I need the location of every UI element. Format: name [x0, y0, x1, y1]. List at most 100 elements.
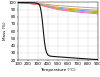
MI-1.0PUR75 [37, 4, 39, 5]
MI-0.5PUR75 [62, 9, 64, 10]
MI-1.0PUR50 [62, 8, 64, 9]
MI-0B [82, 7, 84, 8]
MI-0B [97, 8, 99, 9]
PUR [97, 59, 99, 60]
MI-0.5PUR50 [67, 8, 69, 9]
MI-1.0PUR50 [37, 4, 39, 5]
MI-0.5PUR75 [67, 10, 69, 11]
MI-1.0PUR75 [92, 13, 94, 14]
MI-1.0PUR50 [77, 10, 79, 11]
PUR [46, 52, 47, 53]
PUR [39, 4, 40, 5]
MI-0B [52, 5, 54, 6]
MI-1.0PUR75 [77, 12, 79, 13]
MI-0.5PUR50 [17, 2, 19, 3]
PUR [17, 2, 19, 3]
MI-0B [62, 5, 64, 6]
MI-1.0PUR75 [67, 10, 69, 11]
MI-1.0PUR75 [17, 2, 19, 3]
MI-0.5PUR75 [72, 10, 74, 11]
Line: MI-0B: MI-0B [18, 3, 98, 8]
MI-0.5PUR50 [52, 6, 54, 7]
MI-0.5PUR75 [57, 8, 59, 9]
MI-0.5PUR50 [72, 8, 74, 9]
MI-0B [67, 6, 69, 7]
PUR [40, 8, 41, 9]
PUR [43, 32, 44, 33]
MI-0B [42, 3, 44, 4]
Line: MI-1.0PUR75: MI-1.0PUR75 [18, 3, 98, 14]
PUR [77, 58, 79, 59]
MI-1.0PUR75 [27, 3, 29, 4]
MI-0.5PUR50 [47, 5, 49, 6]
MI-1.0PUR75 [82, 12, 84, 13]
MI-0B [77, 6, 79, 7]
MI-1.0PUR75 [57, 9, 59, 10]
MI-1.0PUR50 [47, 6, 49, 7]
MI-0B [17, 2, 19, 3]
Line: MI-0.5PUR75: MI-0.5PUR75 [18, 3, 98, 13]
MI-0B [92, 7, 94, 8]
PUR [67, 57, 69, 58]
MI-1.0PUR50 [27, 3, 29, 4]
PUR [44, 42, 45, 43]
PUR [37, 3, 39, 4]
MI-1.0PUR50 [52, 7, 54, 8]
MI-1.0PUR50 [82, 10, 84, 11]
PUR [82, 58, 84, 59]
Line: MI-0.5PUR50: MI-0.5PUR50 [18, 3, 98, 10]
MI-1.0PUR50 [87, 10, 89, 11]
MI-0B [72, 6, 74, 7]
MI-0.5PUR75 [47, 6, 49, 7]
MI-0.5PUR50 [57, 7, 59, 8]
MI-1.0PUR75 [97, 13, 99, 14]
MI-0.5PUR75 [42, 5, 44, 6]
MI-0.5PUR75 [77, 11, 79, 12]
MI-0B [37, 3, 39, 4]
MI-0.5PUR75 [92, 12, 94, 13]
X-axis label: Temperature (°C): Temperature (°C) [40, 68, 76, 72]
MI-0.5PUR75 [52, 7, 54, 8]
MI-0B [57, 5, 59, 6]
MI-0B [47, 4, 49, 5]
MI-0B [87, 7, 89, 8]
MI-1.0PUR75 [52, 8, 54, 9]
MI-0.5PUR75 [97, 12, 99, 13]
MI-0.5PUR50 [62, 7, 64, 8]
MI-0.5PUR75 [82, 11, 84, 12]
Line: MI-1.0PUR50: MI-1.0PUR50 [18, 3, 98, 12]
PUR [45, 48, 46, 49]
MI-0.5PUR50 [87, 9, 89, 10]
MI-1.0PUR50 [97, 11, 99, 12]
MI-1.0PUR75 [62, 10, 64, 11]
MI-1.0PUR50 [57, 8, 59, 9]
MI-0.5PUR50 [42, 4, 44, 5]
PUR [57, 56, 59, 57]
MI-1.0PUR50 [42, 5, 44, 6]
MI-1.0PUR50 [92, 11, 94, 12]
PUR [92, 59, 94, 60]
PUR [41, 13, 42, 14]
MI-1.0PUR75 [47, 7, 49, 8]
PUR [42, 22, 43, 23]
MI-1.0PUR50 [17, 2, 19, 3]
PUR [32, 2, 34, 3]
PUR [49, 56, 51, 57]
MI-0.5PUR75 [17, 2, 19, 3]
Line: PUR: PUR [18, 2, 98, 59]
MI-0B [27, 2, 29, 3]
MI-1.0PUR50 [67, 9, 69, 10]
PUR [62, 57, 64, 58]
PUR [52, 56, 54, 57]
PUR [27, 2, 29, 3]
MI-0.5PUR50 [82, 9, 84, 10]
MI-1.0PUR75 [42, 5, 44, 6]
MI-0.5PUR50 [37, 3, 39, 4]
MI-0.5PUR75 [37, 4, 39, 5]
MI-0.5PUR75 [27, 3, 29, 4]
MI-0.5PUR50 [97, 10, 99, 11]
MI-1.0PUR50 [72, 9, 74, 10]
PUR [72, 57, 74, 58]
MI-1.0PUR75 [72, 11, 74, 12]
MI-0.5PUR50 [92, 9, 94, 10]
